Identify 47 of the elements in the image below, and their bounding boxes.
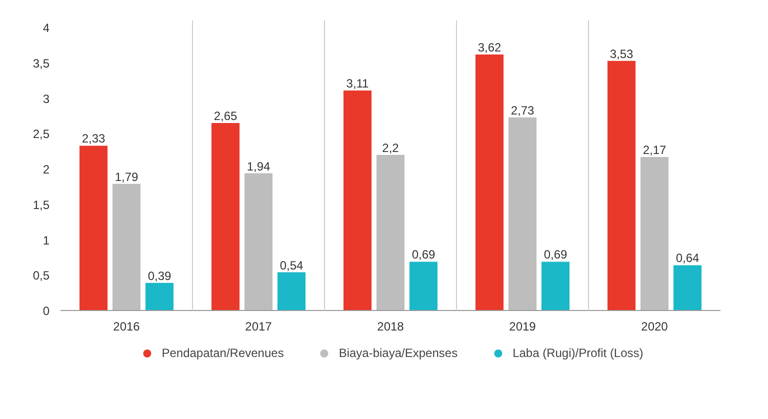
bar [673,265,702,310]
bar [277,272,306,310]
y-tick-label: 0 [42,304,50,318]
bar [79,146,108,310]
y-tick-label: 0,5 [32,268,50,283]
data-label: 2,2 [382,140,400,155]
y-tick-label: 4 [42,21,50,36]
bar [244,173,273,310]
data-label: 2,65 [214,109,238,124]
bar [640,157,669,310]
bar [112,184,141,310]
bar [475,54,504,310]
y-tick-label: 1,5 [32,198,50,212]
y-tick-label: 1 [42,233,50,248]
data-label: 3,53 [610,46,634,61]
data-label: 1,94 [246,159,271,174]
legend-label: Pendapatan/Revenues [162,346,284,360]
x-tick-label: 2016 [113,320,140,334]
data-label: 3,62 [478,40,502,54]
data-label: 3,11 [346,76,370,91]
data-label: 0,39 [148,268,172,283]
data-label: 0,64 [676,251,700,266]
data-label: 2,17 [642,143,667,158]
data-label: 2,73 [510,103,535,118]
data-label: 0,54 [280,258,304,272]
y-tick-label: 3,5 [32,56,50,70]
x-tick-label: 2019 [509,320,536,334]
bar [376,154,405,310]
bar [607,60,636,310]
x-tick-label: 2018 [377,320,404,334]
data-label: 1,79 [114,170,139,184]
y-tick-label: 2 [42,162,50,177]
bar [508,117,537,310]
y-tick-label: 2,5 [32,127,50,142]
x-tick-label: 2020 [641,320,668,334]
bar [343,90,372,310]
legend-label: Laba (Rugi)/Profit (Loss) [512,346,644,360]
legend-label: Biaya-biaya/Expenses [338,346,458,360]
data-label: 0,69 [412,248,436,262]
data-label: 2,33 [82,132,106,146]
bar [211,123,240,310]
x-tick-label: 2017 [245,320,272,334]
y-tick-label: 3 [42,92,50,106]
bar [409,262,438,310]
bar [541,262,570,310]
bar [145,282,174,310]
data-label: 0,69 [544,248,568,262]
